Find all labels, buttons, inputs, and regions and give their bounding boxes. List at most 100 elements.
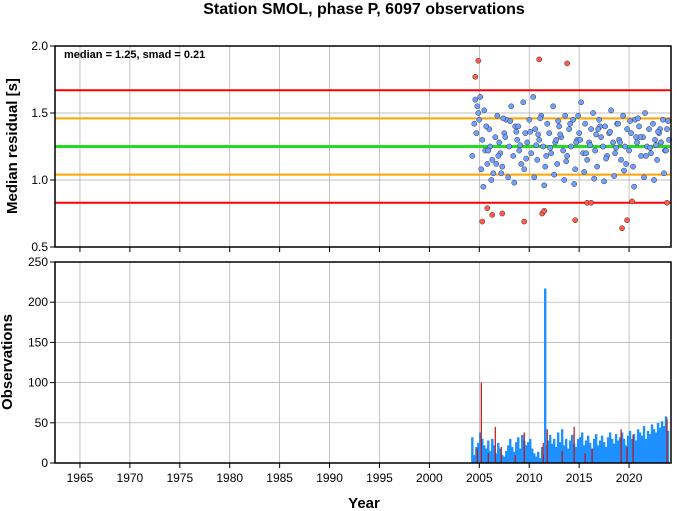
residual-point bbox=[596, 116, 602, 123]
observation-bar bbox=[636, 429, 640, 463]
observation-bar bbox=[594, 434, 598, 463]
outlier-observation-bar bbox=[626, 446, 628, 463]
residual-point bbox=[469, 153, 476, 159]
residual-point bbox=[643, 153, 649, 159]
residual-point bbox=[527, 128, 534, 135]
residual-point bbox=[522, 130, 529, 136]
observation-bar bbox=[566, 448, 570, 463]
observation-bar bbox=[487, 440, 490, 463]
residual-point bbox=[647, 144, 653, 151]
observation-bar bbox=[513, 451, 516, 463]
outlier-point bbox=[536, 56, 543, 63]
residual-point bbox=[653, 142, 659, 149]
residual-point bbox=[581, 169, 587, 175]
residual-point bbox=[571, 181, 578, 187]
residual-point bbox=[601, 178, 607, 185]
residual-point bbox=[508, 103, 515, 110]
residual-point bbox=[564, 153, 571, 159]
outlier-point bbox=[664, 199, 670, 206]
observation-bar bbox=[564, 438, 568, 463]
observations-y-axis-label: Observations bbox=[0, 314, 16, 410]
x-tick-label: 2020 bbox=[616, 471, 643, 485]
observation-bar bbox=[634, 440, 638, 463]
residual-point bbox=[567, 120, 574, 127]
observation-bar bbox=[580, 432, 584, 463]
residual-point bbox=[520, 99, 527, 106]
observation-bar bbox=[519, 448, 522, 463]
residual-point bbox=[568, 143, 575, 150]
residual-point bbox=[472, 96, 479, 103]
residual-y-axis-label: Median residual [s] bbox=[4, 78, 21, 214]
residual-point bbox=[566, 126, 573, 132]
observation-bar bbox=[505, 450, 508, 463]
x-tick-label: 1970 bbox=[117, 471, 144, 485]
observation-bar bbox=[531, 448, 534, 463]
x-tick-label: 2005 bbox=[466, 471, 493, 485]
residual-x-ticks bbox=[79, 247, 630, 252]
observations-y-tick-label: 100 bbox=[28, 376, 48, 390]
x-tick-label: 2015 bbox=[566, 471, 593, 485]
residual-point bbox=[523, 155, 530, 162]
residual-point bbox=[496, 139, 503, 146]
residual-point bbox=[471, 120, 478, 127]
residual-point bbox=[493, 161, 500, 167]
residual-point bbox=[548, 150, 555, 157]
observation-bar bbox=[570, 434, 574, 463]
outlier-observation-bar bbox=[561, 450, 563, 463]
observation-bar bbox=[477, 442, 480, 463]
residual-point bbox=[588, 126, 594, 132]
observation-bar bbox=[515, 442, 518, 463]
residual-point bbox=[661, 170, 667, 177]
chart-title: Station SMOL, phase P, 6097 observations bbox=[203, 1, 525, 18]
residual-point bbox=[633, 134, 639, 140]
x-tick-label: 1975 bbox=[166, 471, 193, 485]
observation-bar bbox=[666, 430, 670, 463]
observation-bar bbox=[503, 456, 506, 463]
residual-point bbox=[617, 139, 623, 146]
observation-bar bbox=[560, 429, 564, 463]
residual-point bbox=[517, 142, 524, 149]
observation-bar bbox=[606, 437, 610, 463]
residual-point bbox=[590, 110, 596, 116]
residual-point bbox=[665, 118, 671, 124]
residual-point bbox=[615, 120, 621, 127]
observation-bar bbox=[578, 437, 582, 463]
residual-point bbox=[477, 94, 484, 100]
residual-point bbox=[593, 131, 599, 138]
observations-y-ticks: 0 50 100 150 200 250 bbox=[28, 255, 55, 470]
residual-point bbox=[595, 126, 601, 132]
outlier-observation-bar bbox=[666, 418, 668, 463]
observation-bar bbox=[537, 451, 540, 463]
outlier-point bbox=[541, 207, 548, 214]
residual-point bbox=[612, 150, 618, 157]
outlier-observation-bar bbox=[480, 382, 482, 463]
residual-point bbox=[532, 126, 539, 132]
residual-point bbox=[576, 130, 582, 136]
residual-point bbox=[660, 116, 666, 123]
outlier-point bbox=[484, 205, 491, 211]
residual-point bbox=[594, 163, 600, 170]
observation-bar bbox=[588, 442, 592, 463]
observation-bar bbox=[614, 434, 618, 463]
residual-point bbox=[556, 123, 563, 130]
outlier-point bbox=[564, 60, 571, 67]
residual-point bbox=[537, 115, 544, 122]
x-tick-label: 1980 bbox=[216, 471, 243, 485]
observation-bar bbox=[493, 445, 496, 463]
residual-point bbox=[578, 99, 584, 106]
observation-bar bbox=[648, 434, 652, 463]
residual-point bbox=[626, 147, 632, 154]
observation-bar bbox=[616, 440, 620, 463]
observation-bar bbox=[548, 434, 552, 463]
residual-point bbox=[518, 161, 525, 167]
observation-bar bbox=[533, 453, 536, 463]
x-tick-label: 1995 bbox=[366, 471, 393, 485]
residual-point bbox=[652, 136, 658, 143]
observation-bar bbox=[630, 438, 634, 463]
observations-panel: 0 50 100 150 200 250 1965 1970 1975 1980 1985 1990… bbox=[0, 255, 672, 511]
residual-point bbox=[505, 174, 512, 181]
residual-point bbox=[485, 147, 492, 154]
residual-point bbox=[481, 107, 488, 114]
observation-bar bbox=[550, 443, 554, 463]
